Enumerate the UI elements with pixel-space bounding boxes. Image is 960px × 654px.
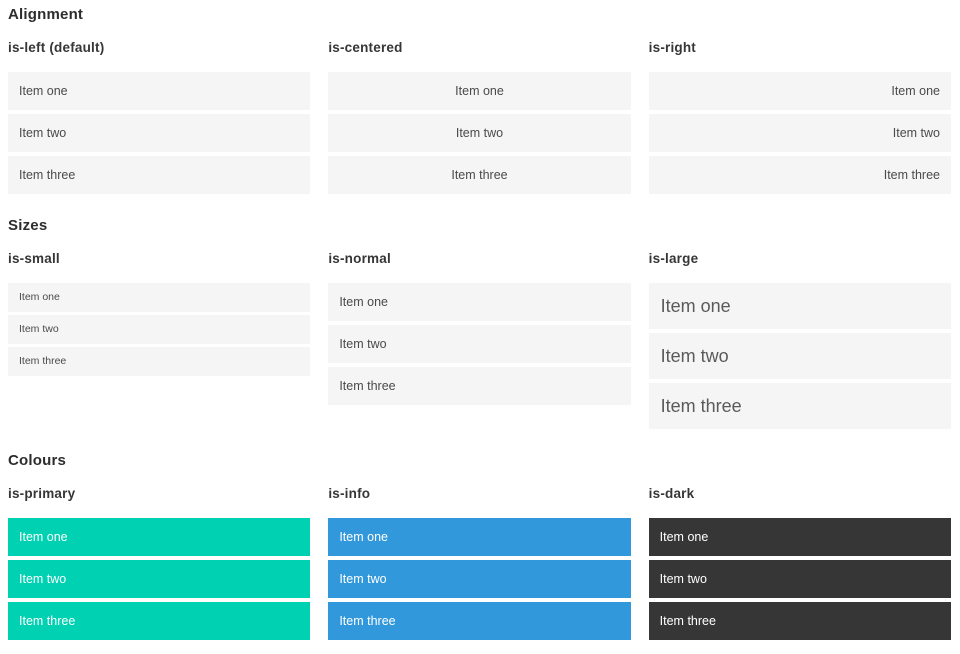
column-header: is-centered [328,40,403,55]
list-item[interactable]: Item two [8,560,311,598]
list-small: Item one Item two Item three [8,283,311,376]
section-title: Sizes [8,217,48,234]
list-item[interactable]: Item three [648,156,951,194]
list-dark: Item one Item two Item three [648,518,951,640]
list-info: Item one Item two Item three [328,518,631,640]
demo-column-is-primary: is-primary Item one Item two Item three [8,486,311,640]
list-item[interactable]: Item one [648,518,951,556]
list-item[interactable]: Item three [8,347,311,376]
list-item[interactable]: Item two [8,315,311,344]
column-header: is-large [648,251,699,266]
list-item[interactable]: Item three [8,602,311,640]
list-item[interactable]: Item two [328,325,631,363]
list-item[interactable]: Item one [648,283,951,329]
sizes-demo-grid: is-small Item one Item two Item three is… [8,251,951,429]
list-normal: Item one Item two Item three [328,283,631,405]
demo-column-is-small: is-small Item one Item two Item three [8,251,311,376]
demo-column-is-large: is-large Item one Item two Item three [648,251,951,429]
list-item[interactable]: Item three [648,602,951,640]
list-item[interactable]: Item one [648,72,951,110]
list-primary: Item one Item two Item three [8,518,311,640]
demo-column-is-centered: is-centered Item one Item two Item three [328,40,631,194]
list-item[interactable]: Item one [8,283,311,312]
column-header: is-left (default) [8,40,105,55]
demo-column-is-dark: is-dark Item one Item two Item three [648,486,951,640]
colours-demo-grid: is-primary Item one Item two Item three … [8,486,951,640]
list-right-aligned: Item one Item two Item three [648,72,951,194]
list-center-aligned: Item one Item two Item three [328,72,631,194]
list-item[interactable]: Item three [8,156,311,194]
demo-column-is-right: is-right Item one Item two Item three [648,40,951,194]
list-left-aligned: Item one Item two Item three [8,72,311,194]
column-header: is-info [328,486,371,501]
list-item[interactable]: Item three [328,156,631,194]
list-item[interactable]: Item three [328,367,631,405]
section-sizes: Sizes is-small Item one Item two Item th… [8,216,951,429]
column-header: is-right [648,40,697,55]
list-item[interactable]: Item one [328,518,631,556]
demo-column-is-normal: is-normal Item one Item two Item three [328,251,631,405]
section-title: Alignment [8,6,84,23]
list-item[interactable]: Item one [328,283,631,321]
section-alignment: Alignment is-left (default) Item one Ite… [8,5,951,194]
list-large: Item one Item two Item three [648,283,951,429]
section-title: Colours [8,452,67,469]
column-header: is-small [8,251,60,266]
section-colours: Colours is-primary Item one Item two Ite… [8,451,951,640]
list-item[interactable]: Item two [648,333,951,379]
list-item[interactable]: Item one [8,518,311,556]
column-header: is-dark [648,486,695,501]
demo-column-is-info: is-info Item one Item two Item three [328,486,631,640]
list-item[interactable]: Item two [8,114,311,152]
list-item[interactable]: Item two [328,560,631,598]
list-item[interactable]: Item two [328,114,631,152]
column-header: is-normal [328,251,391,266]
list-item[interactable]: Item one [328,72,631,110]
alignment-demo-grid: is-left (default) Item one Item two Item… [8,40,951,194]
list-item[interactable]: Item two [648,560,951,598]
column-header: is-primary [8,486,76,501]
list-item[interactable]: Item three [648,383,951,429]
list-item[interactable]: Item two [648,114,951,152]
list-item[interactable]: Item three [328,602,631,640]
list-item[interactable]: Item one [8,72,311,110]
demo-column-is-left: is-left (default) Item one Item two Item… [8,40,311,194]
